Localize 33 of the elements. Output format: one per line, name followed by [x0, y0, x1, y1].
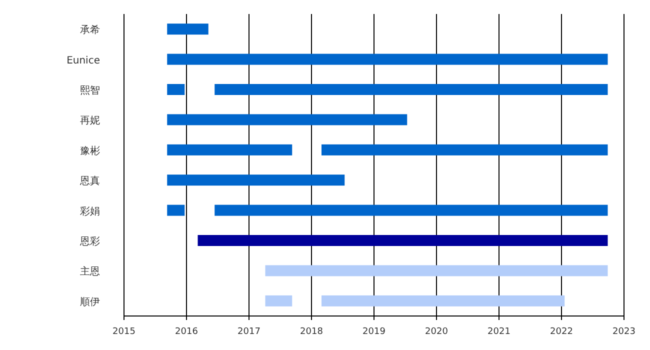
bar: [322, 144, 608, 156]
bar: [167, 114, 408, 126]
x-tick-label: 2023: [612, 327, 636, 337]
bar: [198, 235, 608, 246]
bar: [214, 84, 608, 95]
bar: [322, 295, 565, 306]
x-tick-label: 2015: [112, 327, 136, 337]
y-tick-label: 豫彬: [80, 144, 100, 157]
y-tick-label: Eunice: [66, 55, 100, 66]
x-tick-label: 2016: [175, 327, 198, 337]
bar: [214, 204, 608, 216]
y-tick-label: 順伊: [80, 296, 100, 308]
x-tick-label: 2018: [300, 327, 324, 337]
bar: [167, 54, 608, 65]
bar: [167, 204, 185, 216]
bar: [167, 24, 208, 35]
y-tick-label: 承希: [80, 24, 100, 36]
bar: [167, 174, 345, 186]
y-tick-label: 主恩: [80, 266, 100, 278]
bar: [265, 295, 292, 306]
bar: [265, 265, 608, 276]
y-tick-label: 恩真: [79, 175, 100, 188]
x-tick-label: 2019: [362, 327, 386, 337]
x-tick-label: 2017: [238, 327, 260, 337]
y-tick-label: 彩娟: [80, 205, 100, 218]
x-tick-label: 2021: [488, 327, 510, 337]
bar: [167, 84, 185, 95]
y-tick-label: 再妮: [80, 116, 100, 127]
bar: [167, 144, 292, 156]
y-tick-label: 熙智: [80, 84, 100, 96]
y-tick-label: 恩彩: [79, 236, 100, 248]
x-tick-label: 2022: [550, 327, 573, 337]
x-tick-label: 2020: [425, 327, 448, 337]
